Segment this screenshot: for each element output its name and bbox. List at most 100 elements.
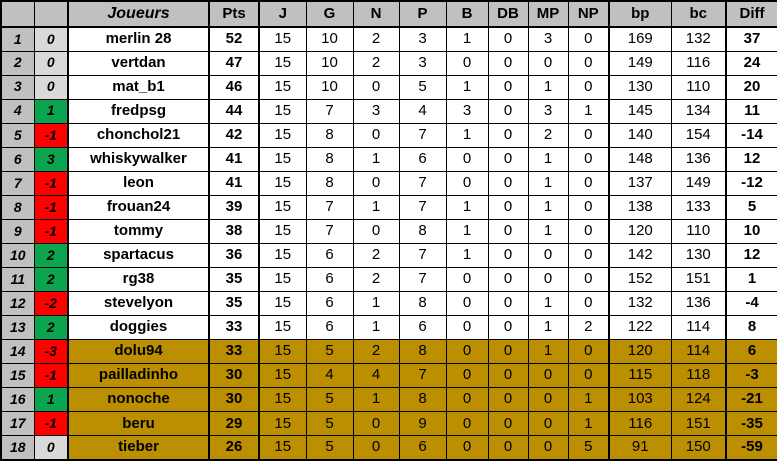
stat-cell-diff: -59	[725, 435, 777, 461]
player-cell: frouan24	[67, 194, 210, 220]
stat-cell-g: 5	[305, 411, 354, 437]
stat-cell-bc: 134	[670, 98, 727, 124]
stat-cell-g: 5	[305, 435, 354, 461]
stat-cell-np: 0	[567, 291, 610, 317]
stat-cell-pts: 38	[208, 218, 260, 244]
player-cell: vertdan	[67, 50, 210, 76]
stat-cell-bc: 136	[670, 291, 727, 317]
stat-cell-mp: 1	[527, 194, 569, 220]
stat-cell-bp: 115	[608, 363, 672, 389]
stat-cell-p: 8	[398, 339, 447, 365]
stat-cell-bp: 140	[608, 122, 672, 148]
stat-cell-pts: 42	[208, 122, 260, 148]
stat-cell-diff: 24	[725, 50, 777, 76]
table-row: 13 2 doggies 33 15 6 1 6 0 0 1 2 122 114…	[0, 315, 777, 341]
stat-cell-g: 6	[305, 266, 354, 293]
stat-cell-j: 15	[258, 411, 307, 437]
movement-cell: 0	[33, 435, 69, 461]
stat-cell-n: 1	[352, 194, 400, 220]
table-row: 8 -1 frouan24 39 15 7 1 7 1 0 1 0 138 13…	[0, 194, 777, 220]
stat-cell-db: 0	[487, 74, 529, 100]
stat-cell-b: 0	[445, 291, 489, 317]
stat-cell-diff: 10	[725, 218, 777, 244]
column-header-joueurs: Joueurs	[67, 0, 210, 28]
stat-cell-pts: 41	[208, 146, 260, 172]
stat-cell-mp: 2	[527, 122, 569, 148]
rank-cell: 16	[0, 387, 35, 413]
stat-cell-b: 0	[445, 363, 489, 389]
rank-cell: 13	[0, 315, 35, 341]
stat-cell-diff: -21	[725, 387, 777, 413]
stat-cell-n: 0	[352, 170, 400, 196]
stat-cell-bc: 130	[670, 242, 727, 268]
stat-cell-np: 0	[567, 146, 610, 172]
stat-cell-np: 0	[567, 170, 610, 196]
stat-cell-g: 7	[305, 194, 354, 220]
player-cell: rg38	[67, 266, 210, 293]
rank-cell: 3	[0, 74, 35, 100]
stat-cell-bp: 138	[608, 194, 672, 220]
rank-cell: 1	[0, 26, 35, 52]
stat-cell-b: 0	[445, 50, 489, 76]
stat-cell-pts: 26	[208, 435, 260, 461]
stat-cell-j: 15	[258, 50, 307, 76]
stat-cell-pts: 39	[208, 194, 260, 220]
stat-cell-db: 0	[487, 170, 529, 196]
stat-cell-mp: 0	[527, 387, 569, 413]
stat-cell-diff: -12	[725, 170, 777, 196]
player-cell: doggies	[67, 315, 210, 341]
movement-cell: 0	[33, 26, 69, 52]
rank-cell: 9	[0, 218, 35, 244]
column-header-np: NP	[567, 0, 610, 28]
stat-cell-j: 15	[258, 363, 307, 389]
stat-cell-np: 0	[567, 50, 610, 76]
stat-cell-bc: 110	[670, 74, 727, 100]
stat-cell-bp: 145	[608, 98, 672, 124]
stat-cell-p: 3	[398, 50, 447, 76]
stat-cell-j: 15	[258, 291, 307, 317]
movement-cell: -2	[33, 291, 69, 317]
table-row: 16 1 nonoche 30 15 5 1 8 0 0 0 1 103 124…	[0, 387, 777, 413]
stat-cell-mp: 0	[527, 363, 569, 389]
stat-cell-mp: 3	[527, 98, 569, 124]
stat-cell-bp: 120	[608, 339, 672, 365]
stat-cell-bc: 151	[670, 266, 727, 293]
column-header-mp: MP	[527, 0, 569, 28]
stat-cell-g: 10	[305, 74, 354, 100]
stat-cell-bc: 133	[670, 194, 727, 220]
stat-cell-b: 3	[445, 98, 489, 124]
stat-cell-g: 6	[305, 315, 354, 341]
column-header-bp: bp	[608, 0, 672, 28]
stat-cell-np: 0	[567, 242, 610, 268]
stat-cell-bp: 169	[608, 26, 672, 52]
stat-cell-bc: 154	[670, 122, 727, 148]
stat-cell-db: 0	[487, 291, 529, 317]
stat-cell-np: 0	[567, 218, 610, 244]
stat-cell-p: 7	[398, 170, 447, 196]
stat-cell-np: 0	[567, 74, 610, 100]
stat-cell-n: 2	[352, 50, 400, 76]
stat-cell-n: 1	[352, 387, 400, 413]
stat-cell-b: 1	[445, 218, 489, 244]
column-header-g: G	[305, 0, 354, 28]
rank-cell: 2	[0, 50, 35, 76]
stat-cell-db: 0	[487, 266, 529, 293]
standings-body: 1 0 merlin 28 52 15 10 2 3 1 0 3 0 169 1…	[0, 26, 777, 461]
rank-cell: 14	[0, 339, 35, 365]
stat-cell-j: 15	[258, 218, 307, 244]
stat-cell-mp: 1	[527, 218, 569, 244]
rank-cell: 6	[0, 146, 35, 172]
stat-cell-pts: 33	[208, 315, 260, 341]
player-cell: fredpsg	[67, 98, 210, 124]
column-header-pts: Pts	[208, 0, 260, 28]
rank-cell: 7	[0, 170, 35, 196]
movement-cell: 3	[33, 146, 69, 172]
movement-cell: -1	[33, 411, 69, 437]
stat-cell-p: 7	[398, 363, 447, 389]
stat-cell-diff: 12	[725, 242, 777, 268]
stat-cell-g: 8	[305, 146, 354, 172]
stat-cell-db: 0	[487, 194, 529, 220]
stat-cell-mp: 1	[527, 170, 569, 196]
stat-cell-bp: 149	[608, 50, 672, 76]
stat-cell-np: 0	[567, 26, 610, 52]
